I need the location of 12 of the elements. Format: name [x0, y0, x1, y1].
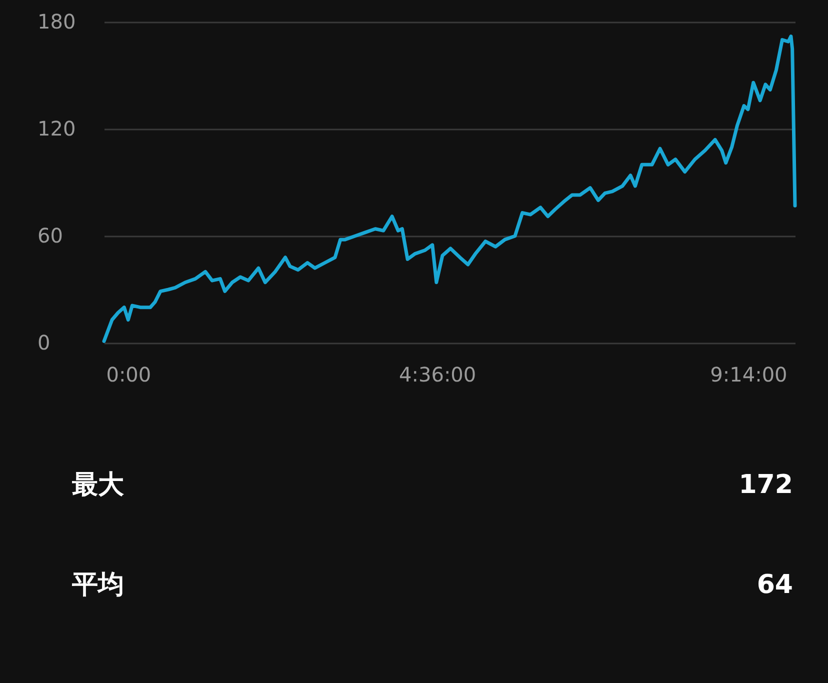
text: 最大: [71, 470, 125, 500]
y-tick-label: 0: [38, 330, 50, 354]
text: 平均: [71, 570, 124, 600]
text: 64: [756, 570, 793, 600]
y-tick-label: 180: [38, 10, 76, 34]
x-tick-label: 4:36:00: [399, 362, 476, 386]
y-tick-label: 60: [38, 224, 63, 248]
y-tick-label: 120: [38, 116, 76, 140]
x-tick-label: 0:00: [106, 362, 152, 386]
x-tick-label: 9:14:00: [710, 362, 788, 386]
line-series: [102, 34, 797, 343]
text: 172: [738, 470, 793, 500]
